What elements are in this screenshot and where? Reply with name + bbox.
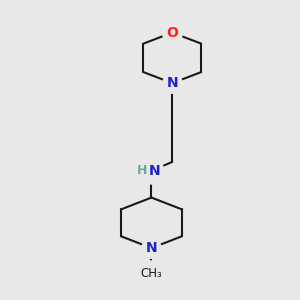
Text: N: N: [146, 241, 157, 255]
Text: N: N: [148, 164, 160, 178]
Text: N: N: [167, 76, 178, 90]
Text: CH₃: CH₃: [141, 267, 162, 280]
Text: H: H: [137, 164, 147, 177]
Text: O: O: [167, 26, 178, 40]
